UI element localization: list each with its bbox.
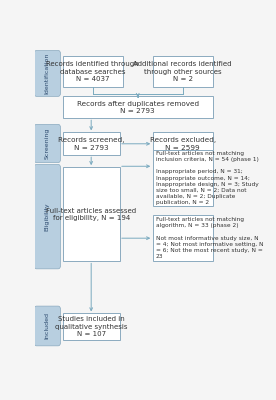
FancyBboxPatch shape <box>63 56 123 88</box>
Text: Eligibility: Eligibility <box>45 202 50 231</box>
FancyBboxPatch shape <box>34 164 61 269</box>
FancyBboxPatch shape <box>63 132 120 155</box>
FancyBboxPatch shape <box>153 132 213 155</box>
FancyBboxPatch shape <box>153 56 213 88</box>
FancyBboxPatch shape <box>153 215 213 262</box>
FancyBboxPatch shape <box>34 306 61 346</box>
Text: Identification: Identification <box>45 53 50 94</box>
Text: Additional records identified
through other sources
N = 2: Additional records identified through ot… <box>133 61 232 82</box>
Text: Full-text articles not matching
algorithm, N = 33 (phase 2)

Not most informativ: Full-text articles not matching algorith… <box>156 217 263 259</box>
FancyBboxPatch shape <box>153 150 213 206</box>
Text: Records excluded,
N = 2599: Records excluded, N = 2599 <box>150 137 216 150</box>
Text: Records screened,
N = 2793: Records screened, N = 2793 <box>58 137 124 150</box>
Text: Records after duplicates removed
N = 2793: Records after duplicates removed N = 279… <box>77 100 199 114</box>
FancyBboxPatch shape <box>63 167 120 262</box>
FancyBboxPatch shape <box>63 314 120 340</box>
FancyBboxPatch shape <box>63 96 213 118</box>
FancyBboxPatch shape <box>34 124 61 162</box>
Text: Studies included in
qualitative synthesis
N = 107: Studies included in qualitative synthesi… <box>55 316 128 337</box>
Text: Included: Included <box>45 312 50 340</box>
Text: Screening: Screening <box>45 128 50 159</box>
Text: Full-text articles not matching
inclusion criteria, N = 54 (phase 1)

Inappropri: Full-text articles not matching inclusio… <box>156 151 259 206</box>
Text: Full-text articles assessed
for eligibility, N = 194: Full-text articles assessed for eligibil… <box>46 208 136 221</box>
Text: Records identified through
database searches
N = 4037: Records identified through database sear… <box>46 61 139 82</box>
FancyBboxPatch shape <box>34 50 61 96</box>
